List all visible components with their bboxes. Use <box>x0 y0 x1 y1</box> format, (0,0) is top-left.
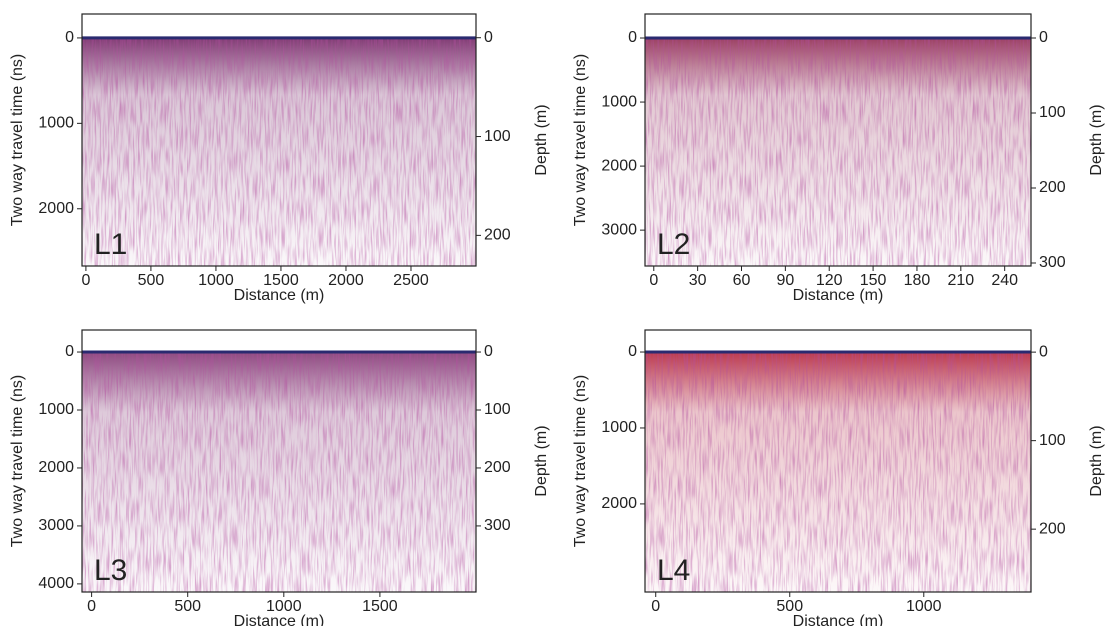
y-tick-label: 3000 <box>601 221 637 238</box>
y2-tick-label: 200 <box>1039 520 1066 537</box>
x-tick-label: 90 <box>776 272 794 289</box>
y-tick-label: 1000 <box>38 401 74 418</box>
x-tick-label: 2500 <box>393 272 429 289</box>
y-tick-label: 1000 <box>601 419 637 436</box>
radargram-noise <box>82 37 476 267</box>
y2-tick-label: 0 <box>484 29 493 46</box>
x-tick-label: 1500 <box>362 598 398 615</box>
x-axis-label: Distance (m) <box>793 613 884 626</box>
x-axis-label: Distance (m) <box>793 287 884 304</box>
panel-label: L3 <box>94 554 127 587</box>
x-tick-label: 0 <box>87 598 96 615</box>
x-tick-label: 180 <box>904 272 931 289</box>
plot-frame <box>81 329 477 593</box>
y-axis-label: Two way travel time (ns) <box>9 54 26 226</box>
radargram-noise <box>82 352 476 592</box>
y2-tick-label: 100 <box>484 128 511 145</box>
y2-axis-label: Depth (m) <box>533 425 550 496</box>
x-tick-label: 1500 <box>263 272 299 289</box>
y-tick-label: 4000 <box>38 575 74 592</box>
y2-tick-label: 100 <box>1039 432 1066 449</box>
x-tick-label: 0 <box>649 272 658 289</box>
x-tick-label: 240 <box>991 272 1018 289</box>
x-tick-label: 500 <box>174 598 201 615</box>
y-tick-label: 2000 <box>38 200 74 217</box>
radargram-noise <box>645 352 1031 592</box>
x-axis-label: Distance (m) <box>234 287 325 304</box>
y2-axis-label: Depth (m) <box>1088 425 1105 496</box>
y2-tick-label: 200 <box>1039 179 1066 196</box>
panel-label: L1 <box>94 228 127 261</box>
x-tick-label: 150 <box>860 272 887 289</box>
y-tick-label: 1000 <box>38 115 74 132</box>
x-tick-label: 0 <box>651 598 660 615</box>
x-tick-label: 210 <box>947 272 974 289</box>
y-tick-label: 2000 <box>38 459 74 476</box>
y2-tick-label: 200 <box>484 459 511 476</box>
y2-tick-label: 100 <box>1039 104 1066 121</box>
y2-tick-label: 0 <box>484 343 493 360</box>
y-tick-label: 0 <box>628 29 637 46</box>
y-axis-label: Two way travel time (ns) <box>572 54 589 226</box>
panel-label: L4 <box>657 554 690 587</box>
y2-axis-label: Depth (m) <box>533 104 550 175</box>
y-tick-label: 0 <box>65 29 74 46</box>
y-tick-label: 0 <box>65 343 74 360</box>
y-tick-label: 2000 <box>601 157 637 174</box>
x-axis-label: Distance (m) <box>234 613 325 626</box>
y2-tick-label: 100 <box>484 401 511 418</box>
x-tick-label: 0 <box>81 272 90 289</box>
x-tick-label: 500 <box>138 272 165 289</box>
y2-tick-label: 0 <box>1039 343 1048 360</box>
x-tick-label: 500 <box>776 598 803 615</box>
x-tick-label: 2000 <box>328 272 364 289</box>
y-axis-label: Two way travel time (ns) <box>9 375 26 547</box>
x-tick-label: 1000 <box>906 598 942 615</box>
plot-frame <box>644 329 1032 593</box>
x-tick-label: 1000 <box>198 272 234 289</box>
y-axis-label: Two way travel time (ns) <box>572 375 589 547</box>
y-tick-label: 0 <box>628 343 637 360</box>
y-tick-label: 3000 <box>38 517 74 534</box>
y2-axis-label: Depth (m) <box>1088 104 1105 175</box>
y2-tick-label: 200 <box>484 227 511 244</box>
panel-label: L2 <box>657 228 690 261</box>
x-tick-label: 1000 <box>266 598 302 615</box>
x-tick-label: 60 <box>733 272 751 289</box>
x-tick-label: 120 <box>816 272 843 289</box>
y-tick-label: 2000 <box>601 495 637 512</box>
plot-frame <box>644 13 1032 267</box>
radargram-noise <box>645 38 1031 267</box>
x-tick-label: 30 <box>689 272 707 289</box>
y2-tick-label: 300 <box>1039 254 1066 271</box>
y2-tick-label: 0 <box>1039 29 1048 46</box>
plot-frame <box>81 13 477 267</box>
y-tick-label: 1000 <box>601 93 637 110</box>
y2-tick-label: 300 <box>484 517 511 534</box>
